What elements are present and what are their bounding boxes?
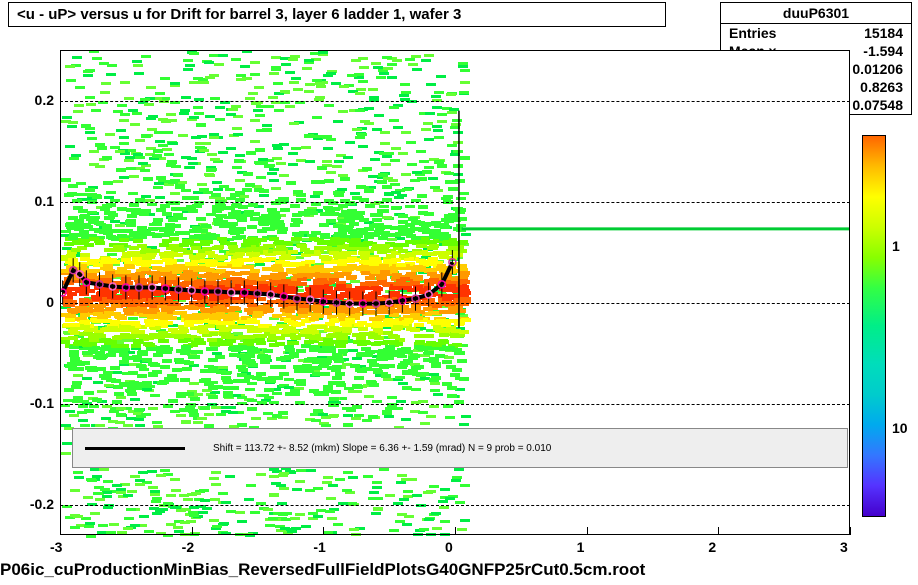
y-tick-label: 0 (46, 294, 54, 310)
x-tick-label: 1 (577, 539, 585, 555)
y-tick-label: 0.2 (35, 92, 54, 108)
x-tick-label: -1 (313, 539, 325, 555)
plot-title: <u - uP> versus u for Drift for barrel 3… (8, 2, 666, 27)
y-tick-label: -0.1 (30, 395, 54, 411)
stats-header: duuP6301 (721, 3, 911, 24)
x-tick-label: -3 (50, 539, 62, 555)
x-tick-label: -2 (182, 539, 194, 555)
colorbar-tick-label: 1 (892, 238, 900, 254)
x-tick-label: 2 (708, 539, 716, 555)
source-filename: P06ic_cuProductionMinBias_ReversedFullFi… (0, 560, 645, 580)
x-tick-label: 0 (445, 539, 453, 555)
y-tick-label: 0.1 (35, 193, 54, 209)
colorbar-tick-label: 10 (892, 420, 908, 436)
plot-area: Shift = 113.72 +- 8.52 (mkm) Slope = 6.3… (60, 50, 850, 535)
y-tick-label: -0.2 (30, 496, 54, 512)
stats-row: Entries15184 (721, 24, 911, 42)
plot-frame (60, 50, 850, 535)
x-tick-label: 3 (840, 539, 848, 555)
colorbar (862, 135, 886, 517)
